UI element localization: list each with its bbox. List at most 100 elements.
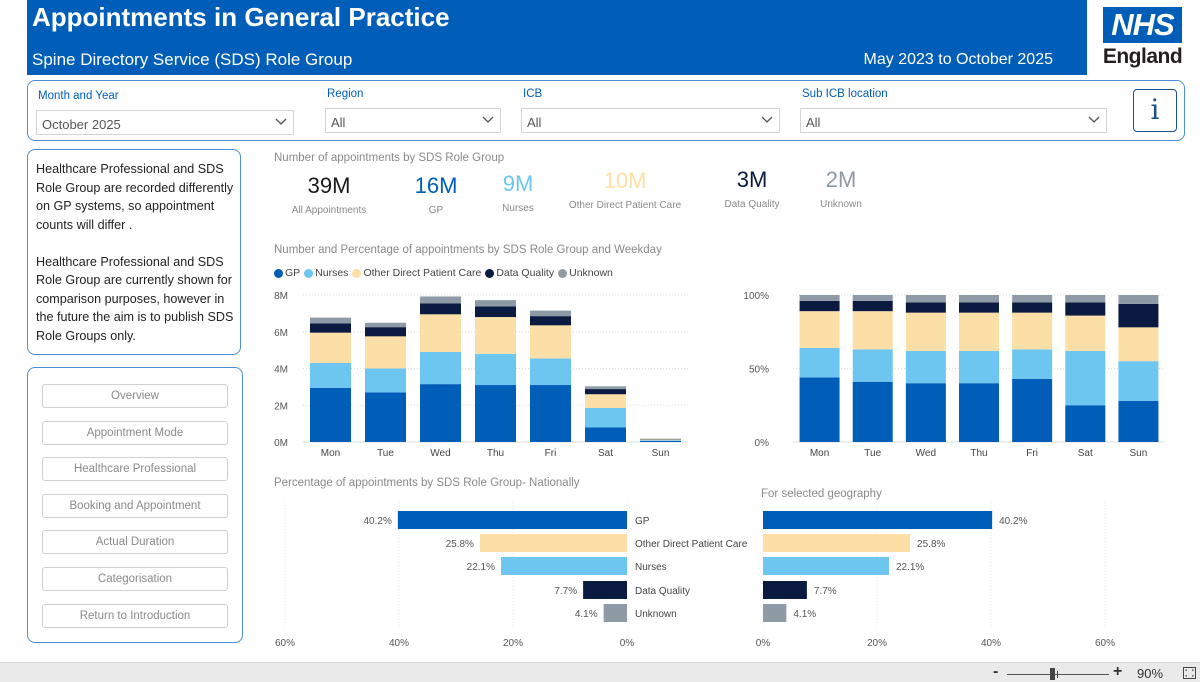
bar-other-direct-patient-care-fri [1012, 312, 1053, 350]
kpi-gp: 16M GP [396, 173, 476, 217]
sub-icb-dropdown[interactable]: All [800, 108, 1107, 133]
geography-section-title: For selected geography [761, 488, 882, 500]
x-tick-label: Sun [652, 448, 670, 459]
data-label: 22.1% [896, 562, 924, 573]
bar-gp-sun [1118, 400, 1159, 442]
bar-other-direct-patient-care [763, 534, 911, 552]
icb-dropdown[interactable]: All [521, 108, 780, 133]
zoom-default-tick [1057, 671, 1058, 678]
kpi-nurses: 9M Nurses [483, 171, 553, 215]
x-tick-label: Fri [1026, 448, 1038, 459]
data-label: 4.1% [575, 609, 598, 620]
region-dropdown[interactable]: All [325, 108, 501, 133]
bar-gp-thu [475, 385, 516, 442]
bar-unknown-fri [1012, 295, 1053, 303]
bar-other-direct-patient-care-sat [585, 394, 626, 409]
legend-label: Data Quality [496, 267, 555, 279]
x-tick-label: 0% [620, 638, 635, 649]
bar-nurses-mon [799, 347, 840, 378]
kpi-value: 9M [502, 171, 534, 196]
nav-return-introduction-button[interactable]: Return to Introduction [42, 604, 228, 628]
bar-data-quality-wed [420, 303, 461, 315]
chevron-down-icon [761, 116, 773, 123]
bar-other-direct-patient-care-mon [310, 332, 351, 363]
kpi-label: Other Direct Patient Care [568, 200, 682, 211]
page-subtitle: Spine Directory Service (SDS) Role Group [32, 50, 353, 69]
kpi-value: 10M [603, 168, 647, 193]
bar-unknown-thu [475, 300, 516, 307]
bar-data-quality-sat [1065, 302, 1106, 316]
x-tick-label: 60% [275, 638, 295, 649]
kpi-label: GP [428, 205, 444, 216]
bar-unknown-sun [1118, 295, 1159, 304]
bar-gp-sat [1065, 405, 1106, 442]
zoom-level-label: 90% [1137, 666, 1164, 681]
legend-item-data-quality[interactable]: Data Quality [485, 267, 554, 279]
nav-categorisation-button[interactable]: Categorisation [42, 567, 228, 591]
y-tick-label: 50% [749, 365, 769, 376]
bar-gp-wed [905, 383, 946, 442]
zoom-slider-handle[interactable] [1050, 668, 1055, 680]
legend-label: Other Direct Patient Care [363, 267, 482, 279]
kpi-value: 2M [825, 167, 857, 192]
page-title: Appointments in General Practice [32, 2, 450, 32]
nav-appointment-mode-button[interactable]: Appointment Mode [42, 421, 228, 445]
legend-dot [485, 268, 495, 278]
bar-gp-wed [420, 384, 461, 442]
bar-unknown-mon [799, 295, 840, 301]
bar-nurses-sat [1065, 350, 1106, 406]
bar-gp [397, 511, 627, 529]
navigation-panel: Overview Appointment Mode Healthcare Pro… [27, 367, 243, 643]
bar-nurses [501, 557, 627, 575]
bar-nurses-sun [640, 440, 681, 441]
x-tick-label: Wed [916, 448, 936, 459]
bar-data-quality-fri [530, 316, 571, 326]
zoom-out-button[interactable]: - [993, 663, 999, 680]
legend-label: Nurses [315, 267, 349, 279]
kpi-value: 16M [414, 173, 458, 198]
zoom-slider-track[interactable] [1007, 674, 1109, 675]
kpi-label: All Appointments [291, 205, 367, 216]
zoom-in-button[interactable]: + [1113, 663, 1123, 680]
bar-data-quality-mon [310, 323, 351, 333]
bar-other-direct-patient-care-sat [1065, 315, 1106, 351]
x-tick-label: Thu [970, 448, 987, 459]
bar-data-quality-sat [585, 389, 626, 395]
nav-actual-duration-button[interactable]: Actual Duration [42, 530, 228, 554]
chevron-down-icon [482, 116, 494, 123]
kpi-value: 39M [307, 173, 351, 198]
legend-item-nurses[interactable]: Nurses [304, 267, 348, 279]
y-tick-label: 8M [274, 291, 288, 302]
category-label: Data Quality [635, 586, 690, 597]
chart-legend: GP Nurses Other Direct Patient Care Data… [274, 267, 617, 279]
y-tick-label: 0% [755, 438, 770, 449]
bar-data-quality-fri [1012, 302, 1053, 313]
nav-healthcare-professional-button[interactable]: Healthcare Professional [42, 457, 228, 481]
x-tick-label: Sat [598, 448, 613, 459]
bar-data-quality-thu [475, 306, 516, 318]
kpi-label: Nurses [502, 203, 534, 214]
bar-other-direct-patient-care-wed [420, 314, 461, 352]
info-button[interactable]: i [1133, 89, 1177, 132]
month-year-dropdown[interactable]: October 2025 [36, 110, 294, 135]
nav-overview-button[interactable]: Overview [42, 384, 228, 408]
bar-gp-sat [585, 427, 626, 442]
bar-other-direct-patient-care [479, 534, 627, 552]
y-tick-label: 0M [274, 438, 288, 449]
kpi-unknown: 2M Unknown [801, 167, 881, 211]
bar-gp-sun [640, 440, 681, 442]
bar-unknown [603, 604, 627, 622]
bar-data-quality-tue [852, 300, 893, 312]
legend-item-unknown[interactable]: Unknown [558, 267, 613, 279]
weekday-count-chart: 0M 2M 4M 6M 8M Mon Tue Wed Thu Fri Sat Sun [274, 291, 688, 459]
bar-unknown-wed [905, 295, 946, 303]
legend-item-gp[interactable]: GP [274, 267, 300, 279]
bar-gp-thu [959, 383, 999, 442]
weekday-section-title: Number and Percentage of appointments by… [274, 244, 662, 256]
x-tick-label: 0% [756, 638, 771, 649]
bar-data-quality-thu [959, 302, 999, 313]
legend-item-other-direct-patient-care[interactable]: Other Direct Patient Care [352, 267, 481, 279]
bar-unknown-tue [852, 295, 893, 301]
nav-booking-appointment-button[interactable]: Booking and Appointment [42, 494, 228, 518]
fit-to-page-icon[interactable] [1183, 667, 1196, 679]
